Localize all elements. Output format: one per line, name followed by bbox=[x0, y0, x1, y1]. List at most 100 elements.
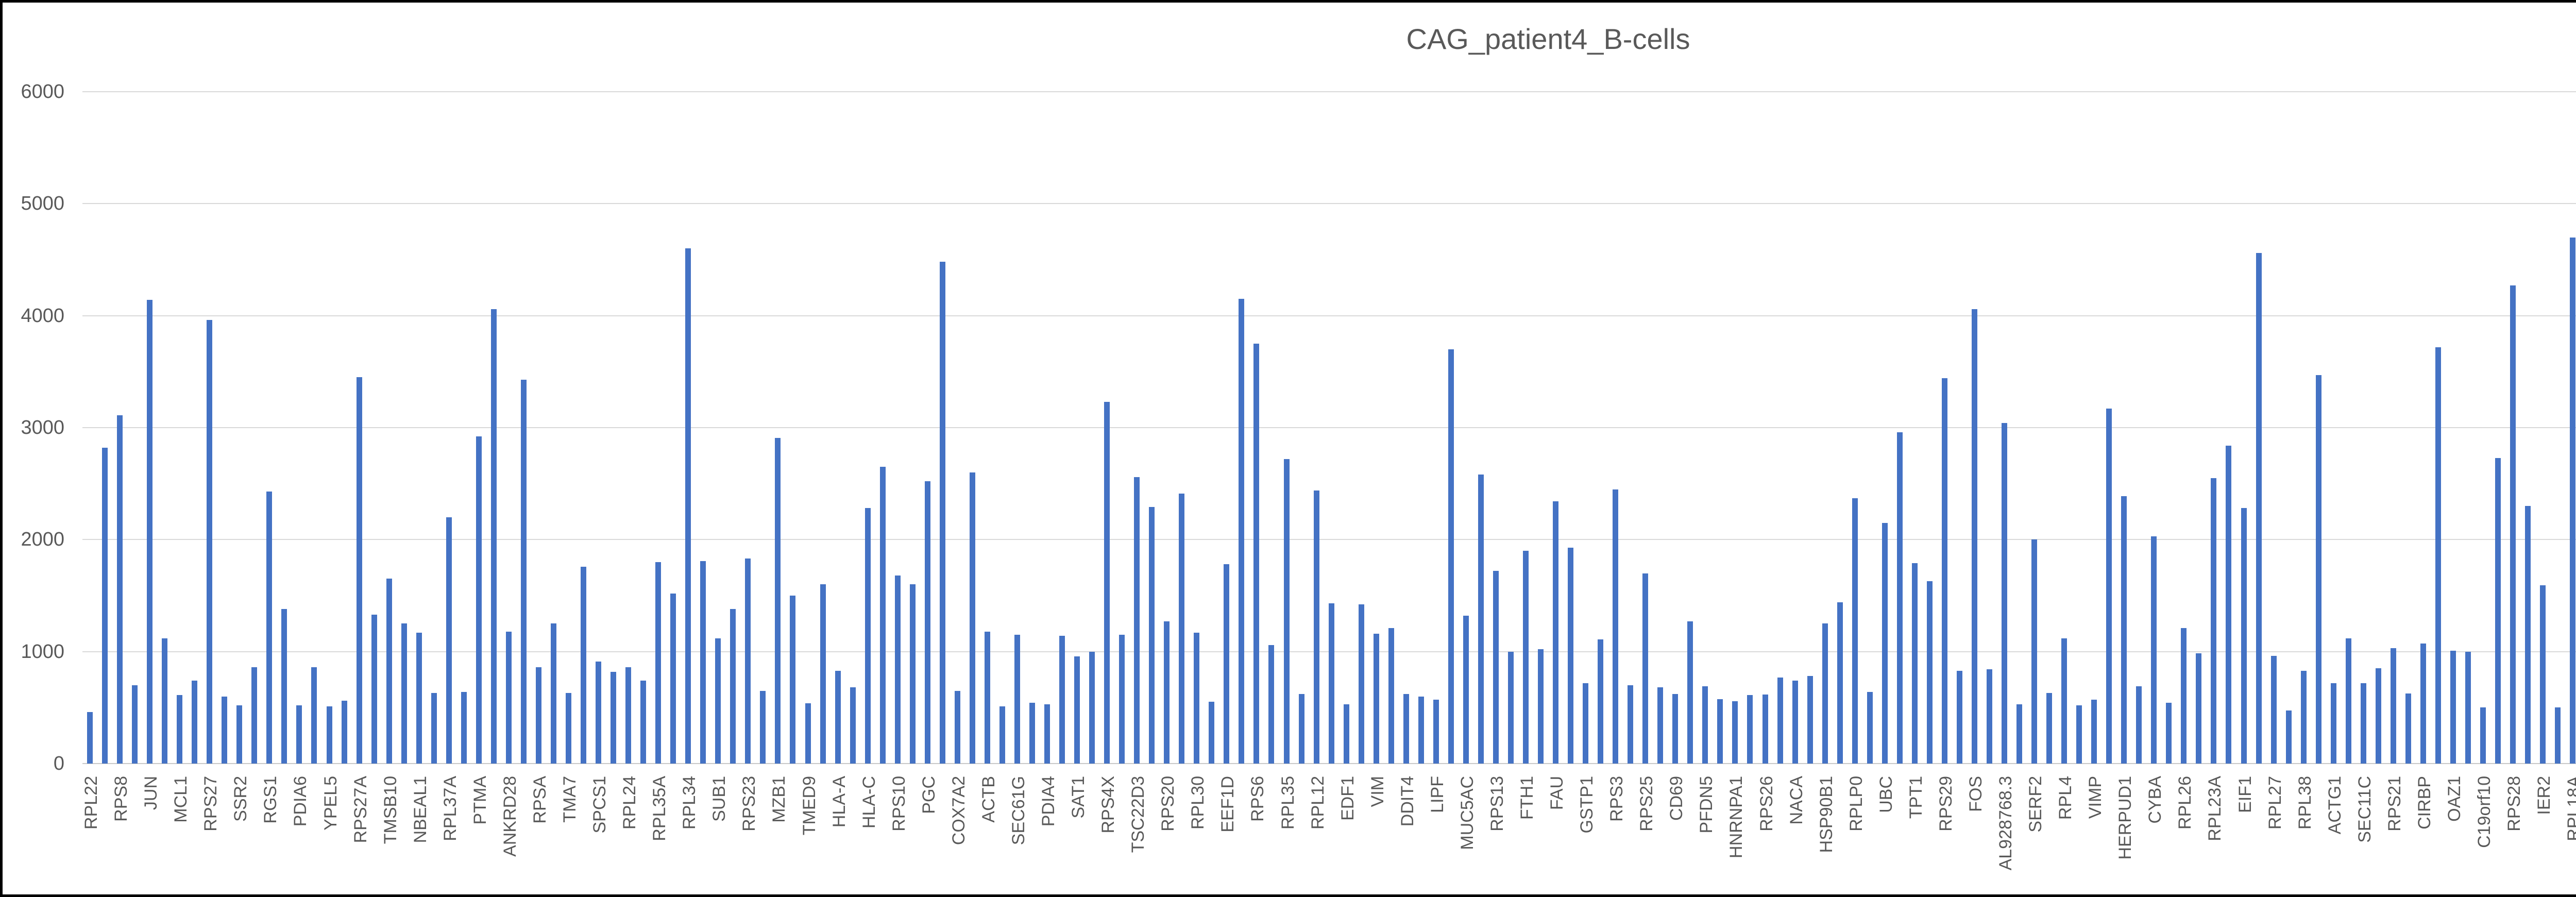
bar-SERF2 bbox=[2031, 539, 2038, 764]
bar-column bbox=[97, 92, 112, 764]
bar bbox=[730, 609, 736, 764]
bar-column bbox=[442, 92, 456, 764]
bar-column bbox=[1982, 92, 1997, 764]
bar bbox=[1598, 639, 1604, 764]
bar bbox=[1717, 699, 1723, 764]
gridline-5000 bbox=[82, 203, 2576, 205]
x-label-column bbox=[370, 776, 381, 894]
bar-column bbox=[1354, 92, 1369, 764]
bar bbox=[2136, 686, 2142, 764]
bar bbox=[909, 584, 916, 764]
x-label-column bbox=[1088, 776, 1099, 894]
bar bbox=[1867, 691, 1873, 764]
bar bbox=[1298, 694, 1304, 764]
bar-EEF1D bbox=[1224, 564, 1230, 764]
bar-column bbox=[890, 92, 905, 764]
bar-RPS27A bbox=[356, 377, 362, 764]
bar-column bbox=[710, 92, 725, 764]
bar-TSC22D3 bbox=[1134, 477, 1140, 764]
bar-column bbox=[740, 92, 755, 764]
x-axis-label: RPL12 bbox=[1308, 776, 1328, 830]
bar-RPS26 bbox=[1762, 695, 1768, 764]
x-label-column: RPS21 bbox=[2385, 776, 2404, 894]
x-axis-label: RPS29 bbox=[1936, 776, 1956, 832]
bar-column bbox=[2311, 92, 2326, 764]
bar-column bbox=[397, 92, 412, 764]
gridline-2000 bbox=[82, 539, 2576, 540]
x-label-column: PFDN5 bbox=[1697, 776, 1716, 894]
x-label-column: TMA7 bbox=[560, 776, 580, 894]
x-label-column: NBEAL1 bbox=[410, 776, 430, 894]
bar-column bbox=[2461, 92, 2476, 764]
bar-column bbox=[217, 92, 232, 764]
bar bbox=[2405, 693, 2411, 764]
bar-column bbox=[1010, 92, 1025, 764]
bar-column bbox=[2251, 92, 2266, 764]
bar-RPL37A bbox=[446, 517, 452, 764]
bar-column bbox=[1414, 92, 1429, 764]
bar-TMED9 bbox=[805, 703, 811, 764]
bar-column bbox=[2087, 92, 2102, 764]
x-axis-label: VIM bbox=[1367, 776, 1387, 807]
bar-column bbox=[82, 92, 97, 764]
bar-EDF1 bbox=[1343, 704, 1349, 764]
bar-column bbox=[382, 92, 397, 764]
bar bbox=[431, 693, 437, 764]
x-axis-label: RPL38 bbox=[2295, 776, 2315, 830]
x-label-column bbox=[550, 776, 561, 894]
bar bbox=[461, 691, 467, 764]
bar-column bbox=[1339, 92, 1354, 764]
x-axis-label: PDIA6 bbox=[291, 776, 311, 827]
x-axis-label: RPL23A bbox=[2205, 776, 2225, 841]
bar bbox=[1956, 670, 1962, 764]
bar bbox=[1448, 349, 1454, 764]
bar-PTMA bbox=[476, 436, 482, 764]
x-axis-label: FTH1 bbox=[1517, 776, 1537, 820]
bar-column bbox=[725, 92, 740, 764]
bar-column bbox=[980, 92, 995, 764]
bar-column bbox=[2072, 92, 2087, 764]
x-label-column bbox=[1058, 776, 1070, 894]
bar-RPL4 bbox=[2061, 638, 2067, 764]
x-axis-label: EDF1 bbox=[1337, 776, 1358, 821]
x-axis-label: RPS6 bbox=[1248, 776, 1268, 822]
bar bbox=[1568, 547, 1574, 764]
x-axis-label: RPS25 bbox=[1637, 776, 1657, 832]
x-label-column bbox=[639, 776, 651, 894]
x-label-column bbox=[400, 776, 411, 894]
y-axis: 0 1000 2000 3000 4000 5000 6000 bbox=[3, 82, 70, 773]
bar-column bbox=[2326, 92, 2341, 764]
x-axis-label: SPCS1 bbox=[590, 776, 610, 834]
bar-JUN bbox=[147, 300, 153, 764]
x-axis-label: HSP90B1 bbox=[1816, 776, 1836, 853]
x-axis-label: LIPF bbox=[1427, 776, 1447, 813]
bar-column bbox=[681, 92, 696, 764]
bar-PDIA6 bbox=[296, 705, 302, 764]
bar-column bbox=[1084, 92, 1099, 764]
x-axis-label: SSR2 bbox=[231, 776, 251, 822]
bar-column bbox=[1444, 92, 1459, 764]
x-axis-label: RPL4 bbox=[2056, 776, 2076, 820]
x-label-column: RPL23A bbox=[2205, 776, 2225, 894]
bar-column bbox=[1848, 92, 1862, 764]
gridline-4000 bbox=[82, 315, 2576, 316]
bar-RPL18A bbox=[2570, 237, 2576, 764]
bar bbox=[520, 379, 527, 764]
bar-RPS25 bbox=[1642, 573, 1649, 764]
x-label-column bbox=[1895, 776, 1907, 894]
bar bbox=[2345, 638, 2351, 764]
bar-column bbox=[1952, 92, 1967, 764]
bar bbox=[670, 593, 676, 764]
bar-RPLP0 bbox=[1852, 498, 1858, 764]
bar-column bbox=[1892, 92, 1907, 764]
bar-column bbox=[2550, 92, 2565, 764]
x-axis-label: CD69 bbox=[1667, 776, 1687, 821]
x-axis-label: C19orf10 bbox=[2475, 776, 2494, 848]
x-label-column bbox=[908, 776, 920, 894]
x-axis-label: NBEAL1 bbox=[410, 776, 430, 843]
bar-column bbox=[875, 92, 890, 764]
bar-column bbox=[1548, 92, 1563, 764]
bar-column bbox=[322, 92, 337, 764]
bar-RPS27 bbox=[207, 320, 213, 764]
x-axis-labels: RPL22 RPS8 JUN MCL1 RPS27 SSR2 RGS1 PDIA6 YPEL5 R… bbox=[81, 776, 2576, 894]
